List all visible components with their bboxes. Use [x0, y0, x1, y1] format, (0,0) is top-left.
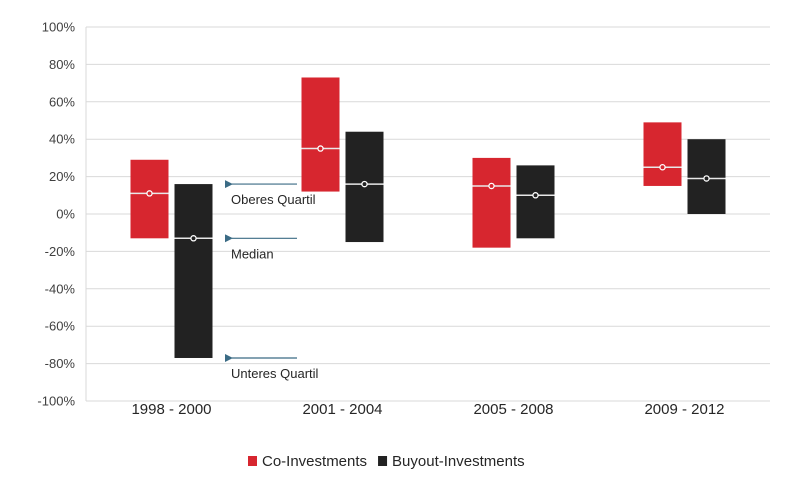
y-tick-label: -100%: [37, 394, 75, 409]
y-tick-label: 100%: [42, 20, 76, 35]
box-co-investments: [130, 159, 169, 239]
annotation-label: Oberes Quartil: [231, 192, 316, 207]
annotation-label: Median: [231, 246, 274, 261]
y-tick-label: -80%: [45, 356, 76, 371]
median-marker: [317, 145, 324, 152]
legend-swatch: [248, 456, 257, 466]
median-marker: [488, 182, 495, 190]
y-tick-label: 0%: [56, 207, 75, 222]
box-iqr: [643, 122, 682, 186]
box-buyout-investments: [174, 184, 213, 358]
box-buyout-investments: [516, 165, 555, 239]
legend-swatch: [378, 456, 388, 466]
x-category-label: 2005 - 2008: [473, 401, 553, 418]
box-co-investments: [472, 157, 511, 248]
y-tick-label: 20%: [49, 169, 75, 184]
x-category-label: 2009 - 2012: [644, 401, 724, 418]
box-iqr: [174, 184, 213, 358]
y-axis-ticks: 100% 80% 60% 40% 20% 0% -20% -40% -60% -80% -100%: [37, 20, 75, 409]
legend: Co-Investments Buyout-Investments: [248, 453, 525, 470]
y-tick-label: 40%: [49, 132, 75, 147]
median-marker: [659, 163, 666, 171]
box-iqr: [472, 157, 511, 248]
y-tick-label: -60%: [45, 319, 76, 334]
boxes: [130, 77, 726, 358]
y-tick-label: -40%: [45, 281, 76, 296]
x-axis-categories: 1998 - 2000 2001 - 2004 2005 - 2008 2009 - …: [131, 401, 724, 418]
median-marker: [146, 190, 153, 197]
annotation-label: Unteres Quartil: [231, 366, 319, 381]
y-tick-label: -20%: [45, 244, 76, 259]
median-marker: [361, 180, 368, 188]
box-buyout-investments: [687, 139, 726, 214]
annotations: Oberes Quartil Median Unteres Quartil: [225, 180, 319, 381]
box-iqr: [301, 77, 340, 192]
x-category-label: 2001 - 2004: [302, 401, 382, 418]
y-tick-label: 80%: [49, 57, 75, 72]
median-marker: [190, 235, 197, 242]
box-buyout-investments: [345, 131, 384, 243]
legend-label: Co-Investments: [262, 453, 367, 470]
box-co-investments: [301, 77, 340, 192]
median-marker: [532, 192, 539, 199]
box-iqr: [130, 159, 169, 239]
legend-label: Buyout-Investments: [392, 453, 525, 470]
x-category-label: 1998 - 2000: [131, 401, 211, 418]
y-tick-label: 60%: [49, 94, 75, 109]
box-co-investments: [643, 122, 682, 186]
box-iqr: [516, 165, 555, 239]
median-marker: [703, 175, 710, 182]
